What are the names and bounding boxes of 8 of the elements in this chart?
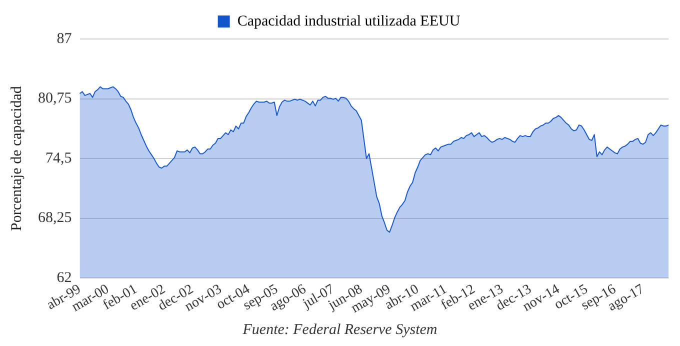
y-tick-label: 87 [56, 30, 72, 47]
source-note: Fuente: Federal Reserve System [242, 322, 438, 339]
y-tick-label: 68,25 [38, 210, 72, 226]
y-tick-label: 62 [56, 270, 72, 286]
y-tick-label: 74,5 [46, 150, 72, 166]
y-tick-label: 80,75 [38, 90, 72, 107]
y-axis-title: Porcentaje de capacidad [8, 86, 25, 231]
legend-label: Capacidad industrial utilizada EEUU [237, 13, 460, 30]
